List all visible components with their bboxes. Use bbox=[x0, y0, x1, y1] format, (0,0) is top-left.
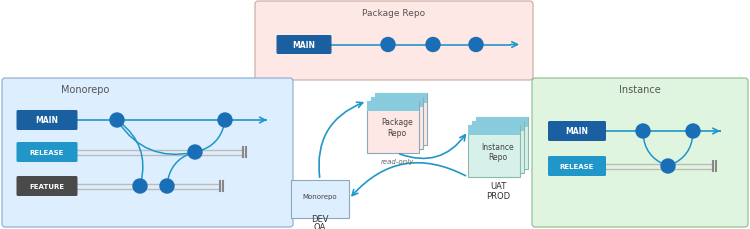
FancyBboxPatch shape bbox=[277, 36, 332, 55]
Bar bbox=[375, 94, 427, 145]
Bar bbox=[468, 125, 520, 177]
Text: Instance: Instance bbox=[482, 142, 514, 151]
FancyBboxPatch shape bbox=[548, 156, 606, 176]
Text: Package Repo: Package Repo bbox=[362, 8, 425, 17]
Circle shape bbox=[469, 38, 483, 52]
Bar bbox=[476, 117, 528, 128]
Bar bbox=[371, 98, 423, 149]
Circle shape bbox=[188, 145, 202, 159]
FancyArrowPatch shape bbox=[198, 123, 224, 152]
Bar bbox=[367, 101, 419, 112]
FancyBboxPatch shape bbox=[255, 2, 533, 81]
Text: FEATURE: FEATURE bbox=[29, 183, 64, 189]
Text: Package: Package bbox=[381, 118, 412, 127]
Text: UAT: UAT bbox=[490, 182, 506, 191]
Bar bbox=[468, 125, 520, 135]
Bar bbox=[476, 117, 528, 169]
Circle shape bbox=[686, 124, 700, 138]
FancyArrowPatch shape bbox=[643, 134, 665, 165]
Text: DEV: DEV bbox=[311, 215, 328, 224]
Bar bbox=[291, 180, 349, 218]
Text: RELEASE: RELEASE bbox=[30, 149, 64, 155]
FancyBboxPatch shape bbox=[2, 79, 293, 227]
Circle shape bbox=[661, 159, 675, 173]
Bar bbox=[367, 101, 419, 153]
Circle shape bbox=[426, 38, 440, 52]
Circle shape bbox=[218, 114, 232, 128]
Text: Repo: Repo bbox=[488, 152, 508, 161]
FancyBboxPatch shape bbox=[532, 79, 748, 227]
FancyBboxPatch shape bbox=[16, 176, 77, 196]
FancyArrowPatch shape bbox=[167, 153, 192, 183]
Bar bbox=[371, 98, 423, 108]
Text: MAIN: MAIN bbox=[35, 116, 58, 125]
FancyArrowPatch shape bbox=[119, 122, 143, 183]
FancyBboxPatch shape bbox=[548, 121, 606, 141]
Circle shape bbox=[110, 114, 124, 128]
Text: MAIN: MAIN bbox=[292, 41, 316, 50]
Bar bbox=[472, 121, 524, 173]
Circle shape bbox=[160, 179, 174, 193]
Text: MAIN: MAIN bbox=[566, 127, 589, 136]
Text: RELEASE: RELEASE bbox=[560, 163, 594, 169]
Text: PROD: PROD bbox=[486, 192, 510, 201]
Text: Monorepo: Monorepo bbox=[61, 85, 110, 95]
FancyArrowPatch shape bbox=[118, 123, 192, 155]
Text: QA: QA bbox=[314, 223, 326, 229]
Text: Monorepo: Monorepo bbox=[303, 193, 338, 199]
Text: Repo: Repo bbox=[388, 128, 406, 137]
Circle shape bbox=[381, 38, 395, 52]
Bar bbox=[472, 121, 524, 131]
Bar bbox=[375, 94, 427, 104]
Circle shape bbox=[636, 124, 650, 138]
FancyBboxPatch shape bbox=[16, 111, 77, 131]
Text: Instance: Instance bbox=[620, 85, 661, 95]
Circle shape bbox=[133, 179, 147, 193]
Text: read-only: read-only bbox=[380, 158, 414, 164]
FancyBboxPatch shape bbox=[16, 142, 77, 162]
FancyArrowPatch shape bbox=[670, 134, 693, 165]
